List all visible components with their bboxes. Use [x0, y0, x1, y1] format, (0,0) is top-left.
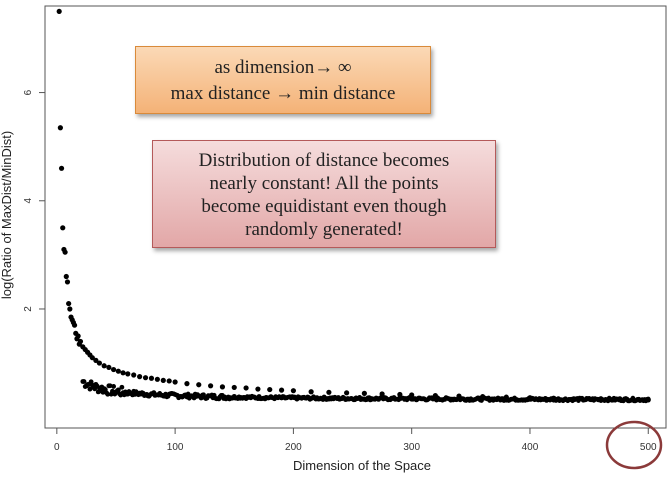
data-point: [81, 379, 87, 384]
data-point: [131, 372, 137, 378]
data-point: [101, 363, 107, 369]
data-point: [111, 384, 117, 389]
y-axis-label: log(Ratio of MaxDist/MinDist): [0, 131, 14, 299]
x-tick-label: 400: [522, 442, 539, 453]
data-point: [645, 396, 651, 402]
data-point: [96, 360, 103, 366]
data-point: [243, 385, 249, 391]
x-tick-label: 300: [403, 442, 420, 453]
data-point: [278, 387, 285, 393]
data-point: [308, 389, 314, 395]
data-point: [105, 391, 111, 397]
data-point: [119, 384, 125, 390]
data-point: [57, 125, 63, 131]
data-point: [137, 374, 143, 380]
y-tick-label: 2: [23, 306, 34, 312]
x-tick-label: 100: [167, 442, 184, 453]
data-point: [184, 381, 190, 387]
data-point: [172, 379, 178, 385]
data-point: [75, 333, 81, 339]
x-axis-label: Dimension of the Space: [293, 458, 431, 473]
data-point: [219, 384, 226, 390]
data-point: [71, 322, 78, 328]
annotation-line: max distance → min distance: [170, 83, 396, 104]
data-point: [166, 378, 172, 384]
annotation-line: as dimension→ ∞: [214, 57, 352, 78]
axes: 0 100 200 300 400 500 2 4 6: [23, 5, 667, 453]
y-tick-label: 6: [23, 89, 34, 95]
annotation-line: randomly generated!: [245, 219, 403, 240]
data-point: [208, 383, 214, 389]
data-point: [56, 8, 62, 15]
y-tick-label: 4: [23, 198, 34, 204]
data-point: [120, 370, 126, 376]
data-point: [290, 388, 296, 394]
data-point: [344, 390, 350, 396]
annotation-line: nearly constant! All the points: [209, 173, 439, 194]
data-point: [148, 375, 155, 381]
data-point: [255, 386, 261, 392]
x-tick-label: 0: [54, 442, 60, 453]
data-point: [326, 389, 332, 395]
plot-frame: [44, 5, 667, 429]
data-point: [67, 306, 73, 312]
annotation-line: become equidistant even though: [201, 196, 447, 217]
data-point: [361, 390, 367, 396]
data-point: [115, 368, 121, 374]
data-point: [111, 366, 117, 373]
data-point: [63, 273, 69, 280]
annotation-line: Distribution of distance becomes: [198, 150, 450, 171]
x-tick-label: 500: [640, 442, 657, 453]
data-point: [154, 376, 160, 382]
data-point: [87, 386, 93, 392]
data-point: [106, 364, 112, 371]
data-point: [160, 377, 166, 383]
data-point: [89, 355, 95, 361]
x-tick-label: 200: [285, 442, 302, 453]
data-point: [77, 338, 84, 345]
data-point: [115, 387, 121, 393]
data-point: [267, 386, 273, 393]
data-points: [56, 8, 651, 404]
data-point: [60, 225, 66, 231]
data-point: [231, 384, 237, 391]
data-point: [125, 371, 131, 377]
annotation-box-dimension: as dimension→ ∞ max distance → min dista…: [135, 46, 431, 114]
data-point: [142, 375, 149, 381]
data-point: [58, 165, 65, 171]
data-point: [196, 382, 202, 388]
data-point: [93, 357, 99, 363]
data-point: [66, 300, 72, 307]
data-point: [64, 279, 71, 285]
data-point: [62, 249, 68, 255]
highlight-circle: [605, 420, 663, 470]
annotation-box-distribution: Distribution of distance becomes nearly …: [152, 140, 496, 248]
